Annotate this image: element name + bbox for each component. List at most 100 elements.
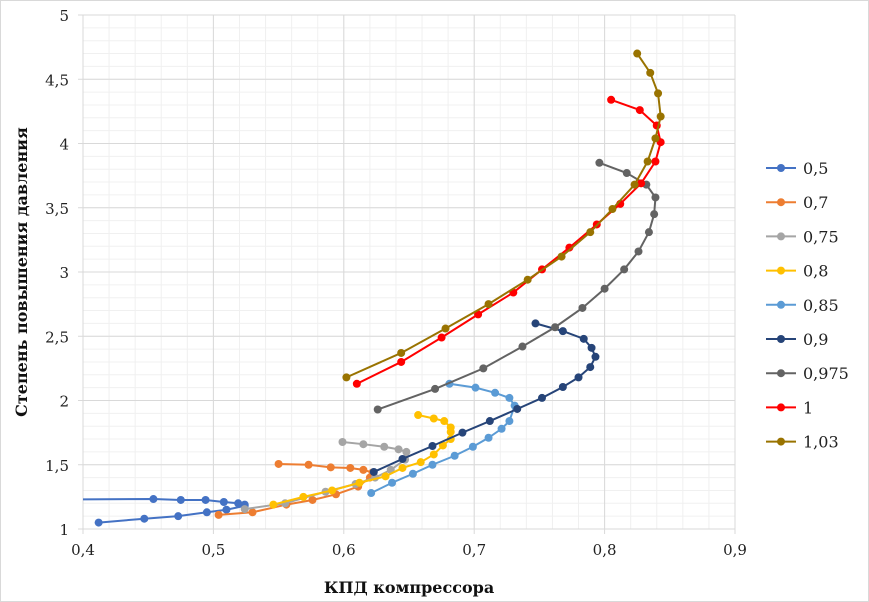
legend-label: 0,8	[803, 262, 828, 281]
data-point	[651, 193, 660, 202]
data-point	[651, 134, 660, 143]
data-point	[352, 379, 361, 388]
data-point	[201, 495, 210, 504]
data-point	[328, 486, 337, 495]
data-point	[416, 458, 425, 467]
data-point	[367, 489, 376, 498]
data-point	[440, 417, 449, 426]
legend-label: 0,85	[803, 296, 839, 315]
data-point	[484, 300, 493, 309]
data-point	[651, 157, 660, 166]
data-point	[429, 414, 438, 423]
data-point	[633, 49, 642, 58]
data-point	[369, 467, 378, 476]
legend-marker	[777, 369, 785, 378]
data-point	[222, 505, 231, 514]
data-point	[474, 310, 483, 319]
data-point	[607, 95, 616, 104]
data-point	[355, 478, 364, 487]
data-point	[149, 495, 158, 504]
data-point	[557, 252, 566, 261]
data-point	[468, 442, 477, 451]
y-tick-label: 1	[59, 521, 69, 539]
x-tick-label: 0,6	[332, 541, 356, 559]
legend-entry: 0,9	[766, 330, 828, 349]
data-point	[523, 275, 532, 284]
data-point	[431, 384, 440, 393]
data-point	[94, 518, 103, 527]
legend-marker	[777, 300, 785, 309]
legend-label: 0,975	[803, 364, 849, 383]
data-point	[338, 438, 347, 447]
data-point	[274, 459, 283, 468]
data-point	[140, 514, 149, 523]
y-tick-label: 2,5	[45, 328, 69, 346]
x-tick-label: 0,9	[723, 541, 747, 559]
data-point	[438, 441, 447, 450]
legend-entry: 0,8	[766, 262, 828, 281]
legend-label: 0,9	[803, 330, 828, 349]
data-point	[505, 417, 514, 426]
series-0-9	[369, 319, 600, 476]
legend-entry: 0,5	[766, 159, 828, 178]
data-point	[578, 303, 587, 312]
series-0-975	[373, 158, 660, 414]
data-point	[551, 323, 560, 332]
legend-entry: 0,85	[766, 296, 839, 315]
data-point	[429, 450, 438, 459]
data-point	[176, 495, 185, 504]
legend-label: 1,03	[803, 433, 839, 452]
series-0-8	[269, 411, 455, 509]
data-point	[398, 454, 407, 463]
data-point	[513, 404, 522, 413]
y-tick-label: 2	[59, 393, 69, 411]
data-point	[234, 499, 243, 508]
series-0-5	[83, 495, 249, 527]
data-point	[458, 428, 467, 437]
data-point	[394, 445, 403, 454]
data-point	[450, 451, 459, 460]
data-point	[622, 169, 631, 178]
data-point	[586, 228, 595, 237]
data-point	[359, 465, 368, 474]
legend-marker	[777, 232, 785, 241]
series-0-85	[367, 379, 519, 498]
legend-marker	[777, 335, 785, 343]
data-point	[491, 388, 500, 397]
legend-marker	[777, 403, 785, 412]
data-point	[558, 383, 567, 392]
data-point	[248, 508, 257, 517]
data-point	[398, 463, 407, 472]
legend-marker	[777, 437, 785, 446]
data-point	[308, 495, 317, 504]
data-point	[304, 460, 313, 469]
data-point	[484, 433, 493, 442]
data-point	[174, 512, 183, 521]
data-point	[643, 157, 652, 166]
data-point	[650, 210, 659, 219]
legend-marker	[777, 198, 785, 207]
data-point	[214, 510, 223, 519]
data-point	[654, 89, 663, 98]
data-point	[402, 447, 411, 456]
data-point	[586, 363, 595, 372]
data-point	[397, 348, 406, 357]
y-tick-label: 3,5	[45, 200, 69, 218]
data-point	[428, 460, 437, 469]
series-1-03	[342, 49, 665, 382]
data-point	[595, 158, 604, 167]
x-tick-label: 0,5	[201, 541, 225, 559]
data-point	[219, 498, 228, 507]
data-point	[565, 243, 574, 252]
x-axis-title: КПД компрессора	[324, 578, 494, 597]
gridlines	[78, 14, 736, 534]
data-point	[441, 324, 450, 333]
data-point	[531, 319, 540, 328]
legend-entry: 1,03	[766, 433, 839, 452]
x-tick-label: 0,8	[593, 541, 617, 559]
data-point	[497, 424, 506, 433]
data-point	[471, 383, 480, 392]
data-point	[437, 333, 446, 342]
